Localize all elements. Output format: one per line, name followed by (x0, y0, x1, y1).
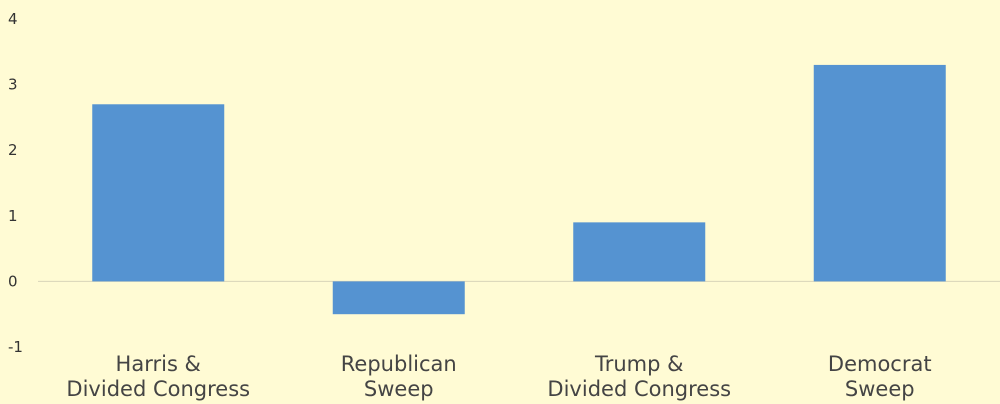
x-tick-label: Republican Sweep (341, 352, 457, 401)
bar-0 (92, 104, 225, 282)
bar-1 (332, 281, 465, 315)
x-tick-label: Democrat Sweep (828, 352, 932, 401)
y-tick-label: -1 (8, 338, 23, 356)
bars (92, 64, 946, 315)
y-tick-label: 3 (8, 76, 18, 94)
x-tick-label: Harris & Divided Congress (66, 352, 250, 401)
y-tick-label: 1 (8, 207, 18, 225)
x-tick-label-line: Divided Congress (66, 377, 250, 401)
y-tick-label: 2 (8, 141, 18, 159)
x-tick-label: Trump & Divided Congress (547, 352, 731, 401)
x-tick-label-line: Harris & (116, 352, 201, 376)
y-tick-label: 0 (8, 272, 18, 290)
bar-2 (573, 222, 706, 282)
y-tick-label: 4 (8, 10, 18, 28)
x-tick-label-line: Democrat (828, 352, 932, 376)
y-axis: -1 0 1 2 3 4 (8, 10, 23, 356)
x-tick-label-line: Republican (341, 352, 457, 376)
x-tick-label-line: Divided Congress (547, 377, 731, 401)
bar-3 (813, 64, 946, 282)
x-tick-label-line: Sweep (364, 377, 434, 401)
x-tick-label-line: Sweep (845, 377, 915, 401)
x-tick-label-line: Trump & (594, 352, 684, 376)
